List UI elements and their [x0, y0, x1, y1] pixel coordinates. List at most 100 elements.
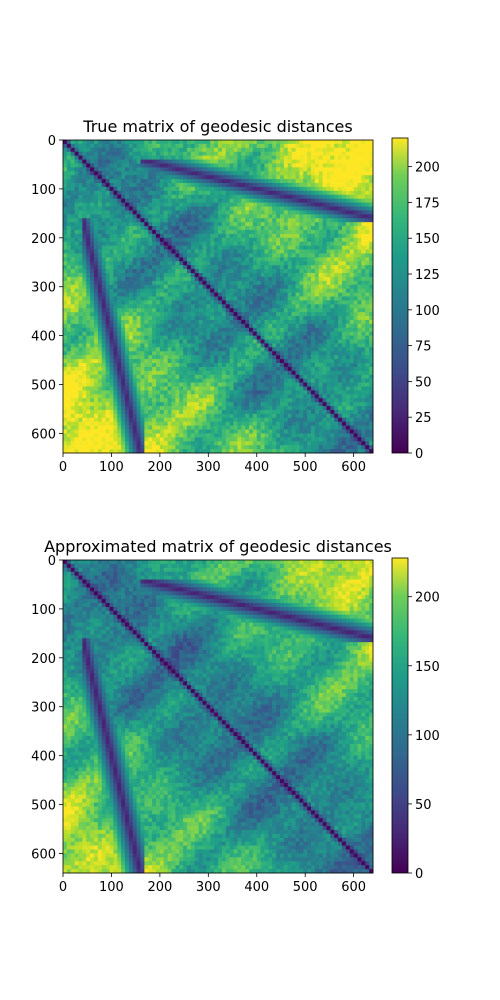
- heatmap-cell: [291, 319, 296, 325]
- heatmap-cell: [330, 359, 335, 364]
- heatmap-cell: [74, 179, 79, 184]
- heatmap-cell: [299, 155, 304, 160]
- heatmap-cell: [152, 308, 157, 313]
- heatmap-cell: [159, 316, 165, 321]
- heatmap-cell: [233, 374, 238, 380]
- heatmap-cell: [303, 218, 308, 223]
- heatmap-cell: [338, 151, 343, 157]
- heatmap-cell: [97, 339, 103, 344]
- heatmap-cell: [125, 331, 130, 337]
- heatmap-cell: [179, 288, 184, 293]
- heatmap-cell: [353, 143, 358, 149]
- heatmap-cell: [144, 308, 149, 313]
- heatmap-cell: [206, 159, 211, 164]
- heatmap-cell: [307, 296, 312, 301]
- heatmap-cell: [272, 280, 277, 286]
- heatmap-cell: [105, 300, 110, 305]
- heatmap-cell: [74, 202, 79, 207]
- heatmap-cell: [276, 206, 281, 211]
- heatmap-cell: [330, 276, 335, 282]
- heatmap-cell: [345, 359, 351, 364]
- heatmap-cell: [318, 304, 324, 309]
- heatmap-cell: [349, 296, 355, 301]
- heatmap-cell: [97, 143, 103, 149]
- heatmap-cell: [326, 355, 331, 360]
- heatmap-cell: [357, 331, 362, 337]
- heatmap-cell: [128, 245, 134, 250]
- heatmap-cell: [276, 269, 281, 274]
- heatmap-cell: [90, 179, 95, 184]
- heatmap-cell: [202, 308, 207, 313]
- heatmap-cell: [345, 343, 351, 348]
- heatmap-cell: [229, 292, 234, 297]
- heatmap-cell: [283, 276, 289, 282]
- heatmap-cell: [159, 280, 165, 286]
- heatmap-cell: [198, 198, 203, 203]
- heatmap-cell: [221, 331, 227, 337]
- heatmap-cell: [241, 374, 246, 380]
- heatmap-cell: [318, 273, 324, 278]
- heatmap-cell: [256, 323, 262, 329]
- heatmap-cell: [206, 249, 211, 254]
- heatmap-cell: [175, 355, 180, 360]
- heatmap-cell: [82, 273, 87, 278]
- heatmap-cell: [229, 374, 234, 380]
- heatmap-cell: [369, 147, 374, 153]
- heatmap-cell: [214, 167, 219, 172]
- heatmap-cell: [369, 331, 374, 337]
- heatmap-cell: [272, 327, 277, 333]
- heatmap-cell: [241, 159, 246, 164]
- heatmap-cell: [140, 241, 145, 247]
- heatmap-cell: [105, 335, 110, 340]
- heatmap-cell: [264, 276, 269, 282]
- heatmap-cell: [109, 347, 114, 352]
- heatmap-cell: [159, 198, 165, 203]
- heatmap-cell: [218, 304, 223, 309]
- heatmap-cell: [70, 179, 76, 184]
- heatmap-cell: [369, 214, 374, 219]
- heatmap-cell: [330, 280, 335, 286]
- heatmap-cell: [70, 167, 76, 172]
- heatmap-cell: [307, 179, 312, 184]
- heatmap-cell: [144, 312, 149, 317]
- heatmap-cell: [148, 276, 153, 282]
- heatmap-cell: [311, 202, 316, 207]
- heatmap-cell: [183, 249, 188, 254]
- heatmap-cell: [353, 190, 358, 196]
- heatmap-cell: [229, 226, 234, 231]
- heatmap-cell: [90, 253, 95, 258]
- heatmap-cell: [307, 226, 312, 231]
- heatmap-cell: [109, 382, 114, 387]
- heatmap-cell: [260, 339, 265, 344]
- heatmap-cell: [361, 339, 366, 344]
- heatmap-cell: [237, 351, 242, 356]
- heatmap-cell: [361, 331, 366, 337]
- heatmap-cell: [175, 359, 180, 364]
- heatmap-cell: [125, 186, 130, 192]
- heatmap-cell: [369, 249, 374, 254]
- heatmap-cell: [74, 300, 79, 305]
- heatmap-cell: [221, 140, 227, 145]
- heatmap-cell: [268, 183, 273, 188]
- heatmap-cell: [357, 292, 362, 297]
- heatmap-cell: [264, 257, 269, 262]
- heatmap-cell: [295, 194, 300, 200]
- heatmap-cell: [287, 210, 293, 215]
- heatmap-cell: [276, 155, 281, 160]
- heatmap-cell: [82, 370, 87, 376]
- heatmap-cell: [276, 335, 281, 340]
- heatmap-cell: [326, 370, 331, 376]
- heatmap-cell: [198, 363, 203, 368]
- heatmap-cell: [225, 194, 231, 200]
- heatmap-cell: [322, 288, 327, 293]
- heatmap-cell: [94, 237, 99, 243]
- heatmap-cell: [283, 147, 289, 153]
- heatmap-cell: [353, 280, 358, 286]
- heatmap-cell: [272, 171, 277, 176]
- heatmap-cell: [194, 155, 200, 160]
- heatmap-cell: [132, 183, 138, 188]
- heatmap-cell: [353, 222, 358, 227]
- heatmap-cell: [256, 167, 262, 172]
- heatmap-cell: [101, 276, 107, 282]
- heatmap-cell: [152, 359, 157, 364]
